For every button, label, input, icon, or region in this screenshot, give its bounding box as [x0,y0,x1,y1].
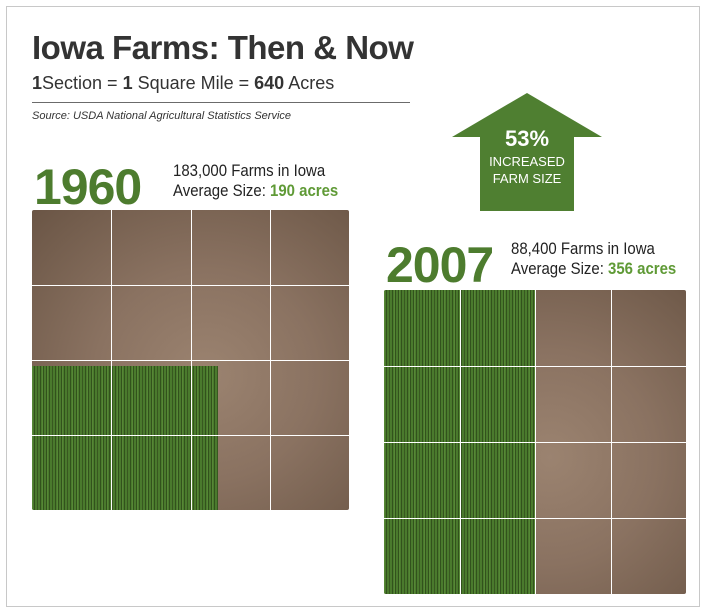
subtitle-text-2: Square Mile = [132,73,255,93]
page-title: Iowa Farms: Then & Now [32,29,414,66]
subtitle: 1Section = 1 Square Mile = 640 Acres [32,72,334,94]
section-grid-1960 [32,210,349,510]
increase-text-line1: INCREASED [489,154,565,169]
infographic-frame [6,6,700,607]
year-1960-label: 1960 [34,159,142,215]
subtitle-text-1: Section = [42,73,123,93]
section-line-horizontal [384,442,686,443]
avg-size-1960: Average Size: 190 acres [173,181,338,201]
avg-size-value-1960: 190 acres [270,181,339,200]
section-grid-2007 [384,290,686,594]
farms-count-1960: 183,000 Farms in Iowa [173,161,326,180]
section-line-vertical [610,290,612,594]
source-note: Source: USDA National Agricultural Stati… [32,110,292,122]
up-arrow-icon [452,93,602,211]
farm-area-1960 [32,366,219,510]
increase-text-line2: FARM SIZE [492,171,562,186]
title-divider [32,102,410,103]
info-1960: 183,000 Farms in Iowa Average Size: 190 … [173,161,338,201]
avg-size-label-1960: Average Size: [173,181,271,200]
info-2007: 88,400 Farms in Iowa Average Size: 356 a… [511,239,676,279]
farms-count-2007: 88,400 Farms in Iowa [511,239,655,258]
section-line-horizontal [32,360,349,361]
section-line-horizontal [32,435,349,436]
avg-size-2007: Average Size: 356 acres [511,259,676,279]
subtitle-number-2: 1 [122,73,133,93]
subtitle-text-3: Acres [284,73,335,93]
section-line-vertical [269,210,271,510]
subtitle-number-3: 640 [254,73,285,93]
avg-size-label-2007: Average Size: [511,259,609,278]
section-line-horizontal [384,518,686,519]
increase-arrow: 53% INCREASED FARM SIZE [452,93,602,213]
avg-size-value-2007: 356 acres [608,259,677,278]
year-2007-label: 2007 [386,237,494,293]
increase-percent: 53% [504,126,550,151]
subtitle-number-1: 1 [32,73,43,93]
